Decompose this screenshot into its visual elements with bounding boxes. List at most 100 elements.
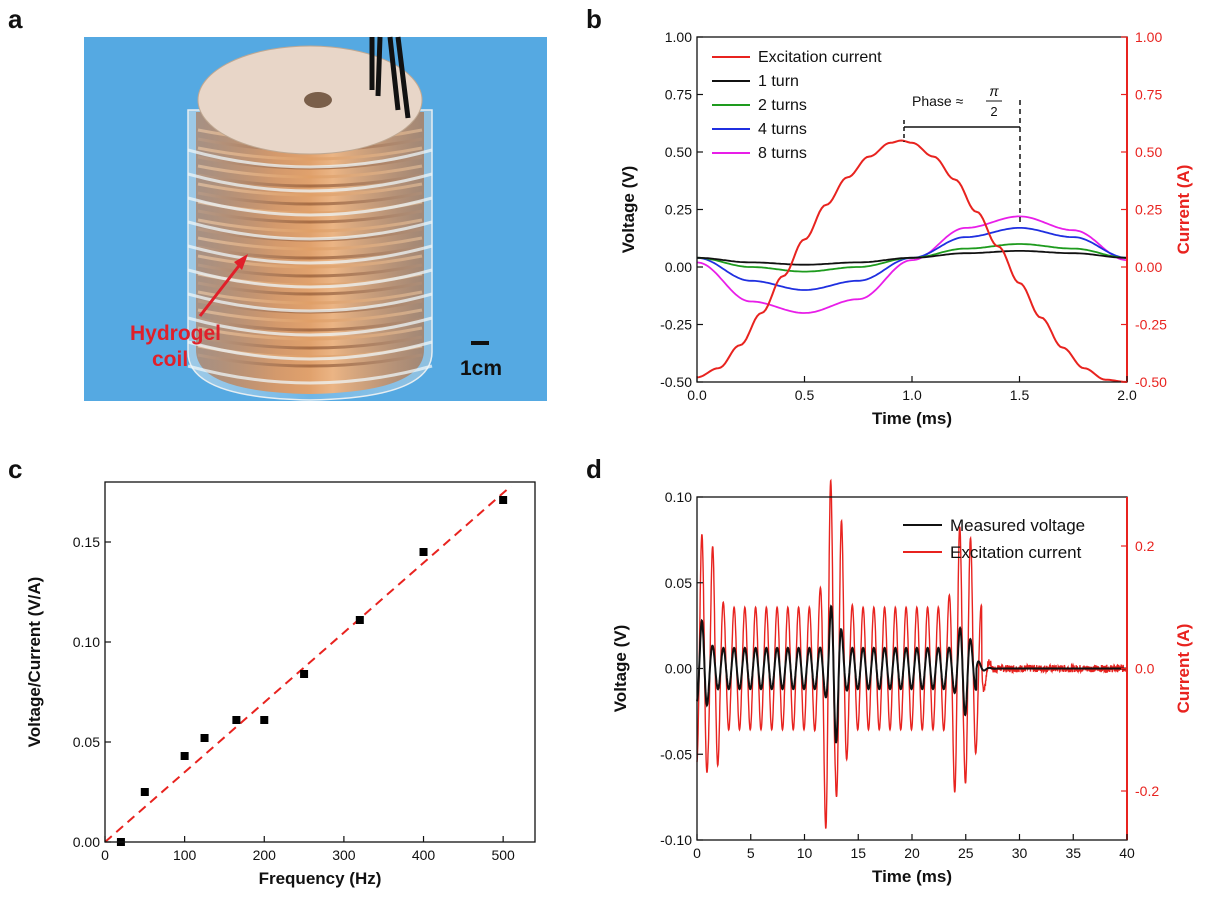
d-ytick-label: -0.05 [660,746,692,762]
c-fit-line [104,485,512,843]
d-y2-axis-label: Current (A) [1174,624,1193,714]
hydrogel-ring [187,340,433,361]
b-xtick-label: 1.0 [902,387,922,403]
b-legend-label: Excitation current [758,49,882,66]
b-y2tick-label: 0.50 [1135,144,1162,160]
c-xtick-label: 200 [253,847,277,863]
b-y-axis-label: Voltage (V) [619,166,638,254]
c-data-point [232,716,241,724]
d-y-axis-label: Voltage (V) [611,625,630,713]
annotation-hydrogel: Hydrogel [130,322,221,345]
phase-pi: π [989,83,999,99]
d-xtick-label: 40 [1119,845,1135,861]
c-data-point [300,670,309,678]
chart-c: 0 100 200 300 400 500 0.00 0.05 0.10 0.15 Frequenc… [25,481,536,888]
b-xtick-label: 2.0 [1117,387,1137,403]
d-xtick-label: 5 [747,845,755,861]
hydrogel-coil-photo: Hydrogel coil 1cm [84,36,547,401]
d-series-line-measured-voltage [696,604,1127,744]
b-ytick-label: -0.50 [660,374,692,390]
b-legend-label: 4 turns [758,121,807,138]
b-ytick-label: 1.00 [665,29,692,45]
scale-bar-label: 1cm [460,357,502,380]
d-xtick-label: 25 [958,845,974,861]
panel-letter-d: d [586,454,602,484]
phase-label: Phase ≈ [912,93,964,109]
hydrogel-ring [187,196,433,217]
d-ytick-label: 0.05 [665,575,692,591]
d-ytick-label: 0.00 [665,661,692,677]
b-legend-label: 2 turns [758,97,807,114]
d-xtick-label: 30 [1012,845,1028,861]
b-series-line-excitation-current [696,139,1128,383]
d-legend-label: Measured voltage [950,516,1085,535]
b-y2tick-label: -0.50 [1135,374,1167,390]
c-data-point [180,752,189,760]
b-series-line-1-turn [697,250,1127,266]
d-xtick-label: 35 [1065,845,1081,861]
c-data-point [499,496,508,504]
c-data-point [419,548,428,556]
c-data-point [260,716,269,724]
d-y2tick-label: 0.0 [1135,661,1155,677]
b-y2tick-label: -0.25 [1135,317,1167,333]
b-legend-label: 1 turn [758,73,799,90]
c-xtick-label: 400 [412,847,436,863]
hydrogel-ring [187,364,433,385]
b-ytick-label: 0.00 [665,259,692,275]
hydrogel-ring [187,220,433,241]
hydrogel-ring [187,268,433,289]
b-series-line-8-turns [696,215,1128,314]
c-data-point [200,734,209,742]
b-y2tick-label: 0.00 [1135,259,1162,275]
panel-letter-b: b [586,4,602,34]
panel-letter-a: a [8,4,23,34]
c-plot-frame [104,481,536,843]
c-ytick-label: 0.15 [73,534,100,550]
hydrogel-ring [187,244,433,265]
b-xtick-label: 0.5 [795,387,815,403]
d-y2tick-label: -0.2 [1135,783,1159,799]
c-y-axis-label: Voltage/Current (V/A) [25,577,44,748]
b-y2tick-label: 0.75 [1135,87,1162,103]
b-legend-label: 8 turns [758,145,807,162]
d-xtick-label: 15 [850,845,866,861]
d-x-axis-label: Time (ms) [872,867,952,886]
c-xtick-label: 100 [173,847,197,863]
d-legend-label: Excitation current [950,543,1082,562]
c-ytick-label: 0.00 [73,834,100,850]
d-y2tick-label: 0.2 [1135,538,1155,554]
b-xtick-label: 0.0 [687,387,707,403]
hydrogel-ring [187,316,433,337]
b-y2-axis-label: Current (A) [1174,165,1193,255]
c-xtick-label: 500 [491,847,515,863]
c-x-axis-label: Frequency (Hz) [259,869,382,888]
d-ytick-label: -0.10 [660,832,692,848]
c-data-point [140,788,149,796]
d-xtick-label: 0 [693,845,701,861]
chart-b: 0.0 0.5 1.0 1.5 2.0-0.50-0.250.000.250.500.7… [619,29,1193,428]
b-ytick-label: 0.50 [665,144,692,160]
d-ytick-label: 0.10 [665,489,692,505]
hydrogel-tube-rings [187,148,433,385]
scale-bar [471,341,489,345]
c-ytick-label: 0.05 [73,734,100,750]
hydrogel-ring [187,172,433,193]
hydrogel-ring [187,292,433,313]
b-y2tick-label: 0.25 [1135,202,1162,218]
b-y2tick-label: 1.00 [1135,29,1162,45]
b-series-line-4-turns [696,227,1128,291]
d-xtick-label: 10 [797,845,813,861]
annotation-arrowhead [234,254,248,270]
c-data-point [355,616,364,624]
panel-letter-c: c [8,454,22,484]
hydrogel-ring [187,148,433,169]
lead-wires [369,36,411,119]
phase-annotation: Phase ≈ π 2 [903,83,1021,225]
c-xtick-label: 300 [332,847,356,863]
d-xtick-label: 20 [904,845,920,861]
b-ytick-label: 0.25 [665,202,692,218]
c-xtick-label: 0 [101,847,109,863]
chart-d: 0 5 10 15 20 25 30 35 40 -0.10 -0.05 0.00 0.05 0.10 -0… [611,478,1193,886]
